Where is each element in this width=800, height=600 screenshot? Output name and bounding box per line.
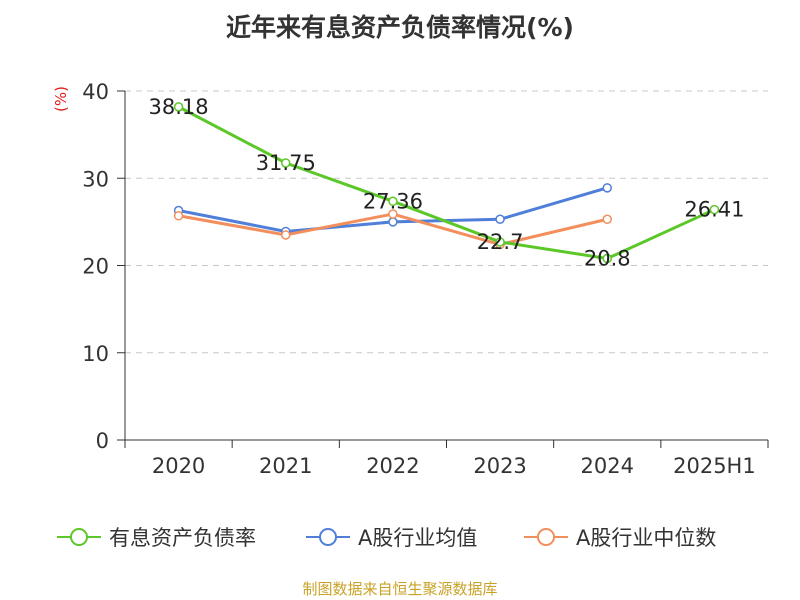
data-point: [495, 214, 505, 225]
legend-label: 有息资产负债率: [109, 526, 256, 550]
x-tick-label: 2025H1: [673, 454, 756, 478]
data-point: [173, 102, 184, 112]
legend-marker-icon: [524, 528, 568, 546]
data-label: 27.36: [363, 189, 423, 213]
series-line: [177, 105, 716, 261]
data-point: [602, 214, 612, 225]
legend-marker-icon: [306, 528, 350, 546]
data-label: 22.7: [477, 230, 524, 254]
legend: 有息资产负债率 A股行业均值 A股行业中位数: [0, 520, 800, 554]
legend-marker-icon: [57, 528, 101, 546]
x-tick-label: 2024: [581, 454, 634, 478]
data-point: [388, 196, 398, 207]
data-point: [495, 237, 505, 247]
y-tick-label: 20: [82, 255, 109, 279]
legend-item-interest-debt-ratio[interactable]: 有息资产负债率: [57, 520, 256, 554]
data-point: [602, 253, 612, 264]
y-tick-label: 0: [96, 429, 109, 453]
data-point: [602, 183, 612, 193]
data-label: 31.75: [256, 151, 316, 175]
y-tick-label: 40: [82, 80, 109, 104]
legend-item-industry-median[interactable]: A股行业中位数: [524, 520, 716, 554]
data-label: 38.18: [149, 95, 209, 119]
data-point: [388, 209, 398, 219]
data-label: 20.8: [584, 247, 631, 271]
series-layer: [173, 102, 720, 264]
y-tick-label: 30: [82, 167, 109, 191]
x-tick-label: 2020: [152, 454, 205, 478]
label-layer: 38.18 31.75 27.36 22.7 20.8 26.41: [149, 95, 745, 271]
data-label: 26.41: [684, 198, 744, 222]
legend-label: A股行业中位数: [576, 526, 717, 550]
data-point: [281, 158, 291, 168]
data-point: [709, 204, 720, 215]
y-tick-label: 10: [82, 342, 109, 366]
x-tick-label: 2023: [473, 454, 526, 478]
legend-label: A股行业均值: [358, 526, 478, 550]
data-point: [388, 217, 398, 227]
legend-item-industry-mean[interactable]: A股行业均值: [306, 520, 477, 554]
grid-layer: [125, 90, 768, 354]
data-source-note: 制图数据来自恒生聚源数据库: [302, 580, 498, 598]
axis-layer: 0 10 20 30 40 2020 2021 2022 2023 2024 2025H1: [82, 80, 769, 478]
data-point: [281, 230, 291, 240]
chart-title: 近年来有息资产负债率情况(%): [226, 13, 574, 42]
x-tick-label: 2022: [366, 454, 419, 478]
data-point: [173, 211, 184, 221]
x-tick-label: 2021: [259, 454, 312, 478]
